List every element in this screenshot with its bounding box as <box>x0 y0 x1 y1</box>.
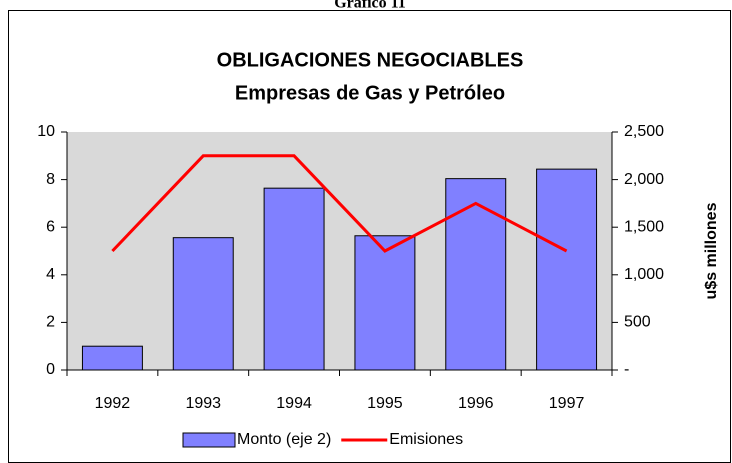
x-tick-label: 1994 <box>276 395 312 412</box>
bar <box>536 168 598 371</box>
legend-label: Monto (eje 2) <box>237 431 331 448</box>
bar <box>81 345 143 371</box>
y2-tick-label: 1,500 <box>624 218 664 235</box>
bar <box>263 187 325 371</box>
x-tick-label: 1993 <box>185 395 221 412</box>
y2-tick-label: 2,500 <box>624 123 664 140</box>
bar <box>354 235 416 371</box>
y-tick-label: 2 <box>46 314 55 331</box>
y-tick-label: 10 <box>37 123 55 140</box>
y2-tick-label: 2,000 <box>624 171 664 188</box>
chart-title: OBLIGACIONES NEGOCIABLES <box>217 49 524 71</box>
y2-tick-label: - <box>624 361 629 378</box>
plot-area <box>67 132 612 370</box>
x-tick-label: 1996 <box>458 395 494 412</box>
x-tick-label: 1995 <box>367 395 403 412</box>
bar <box>172 237 234 371</box>
chart-subtitle: Empresas de Gas y Petróleo <box>235 82 505 104</box>
legend-swatch <box>182 432 236 448</box>
y2-axis-label: u$s millones <box>703 202 720 299</box>
bar <box>445 178 507 371</box>
line-series <box>111 154 568 253</box>
y-tick-label: 0 <box>46 361 55 378</box>
y-tick-label: 8 <box>46 171 55 188</box>
y-tick-label: 6 <box>46 218 55 235</box>
y2-tick-label: 1,000 <box>624 266 664 283</box>
y2-tick-label: 500 <box>624 314 651 331</box>
chart-caption: Gráfico 11 <box>334 0 406 12</box>
legend-label: Emisiones <box>389 431 463 448</box>
y-tick-label: 4 <box>46 266 55 283</box>
x-tick-label: 1992 <box>95 395 131 412</box>
x-tick-label: 1997 <box>549 395 585 412</box>
